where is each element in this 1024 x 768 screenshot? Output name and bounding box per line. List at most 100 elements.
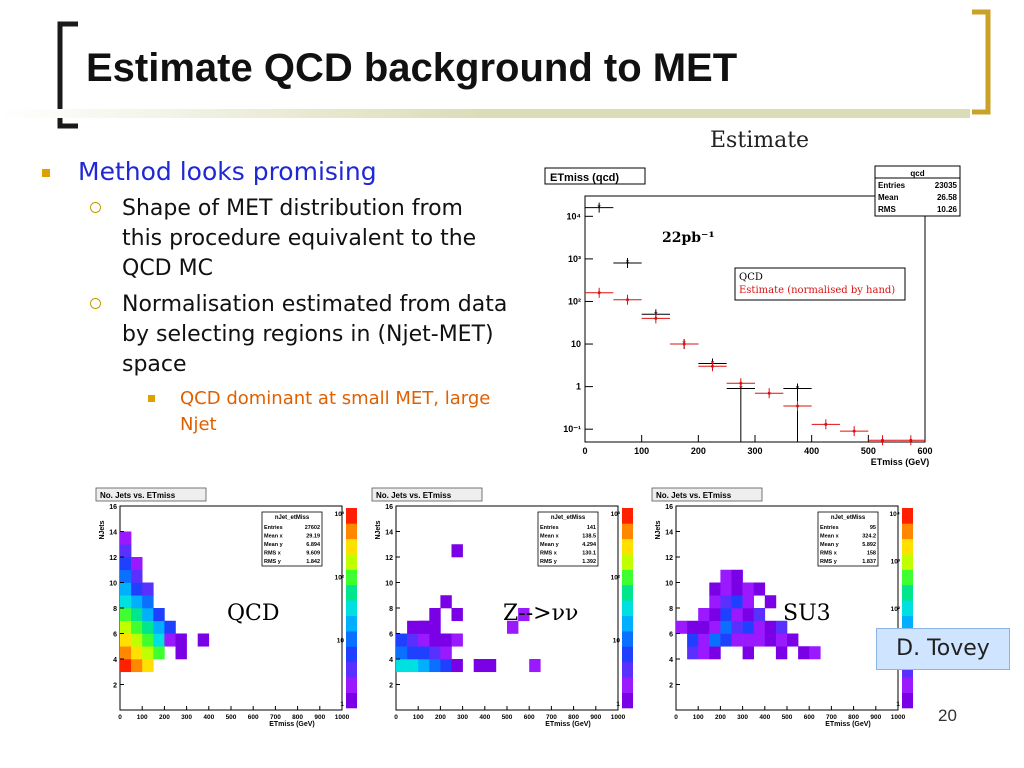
stats-box: qcd Entries 23035 Mean 26.58 RMS 10.26 — [874, 165, 961, 217]
colorbar-segment — [622, 615, 633, 632]
colorbar-segment — [902, 523, 913, 540]
x-tick-label: 600 — [804, 714, 815, 721]
colorbar-segment — [902, 554, 913, 570]
estimate-point — [585, 287, 614, 298]
x-tick-label: 0 — [674, 714, 678, 721]
qcd-point: * — [726, 384, 755, 442]
y-tick-label: 10 — [109, 581, 117, 588]
x-tick-label: 1000 — [611, 714, 626, 721]
estimate-point — [613, 294, 642, 305]
colorbar-segment — [346, 677, 357, 693]
estimate-point — [868, 435, 897, 446]
heatmap-cell — [764, 633, 777, 647]
heatmap-cell — [142, 620, 154, 634]
x-tick-label: 800 — [568, 714, 579, 721]
legend-entry: QCD — [739, 272, 763, 283]
x-tick-label: 300 — [457, 714, 468, 721]
heatmap-cell — [120, 620, 132, 634]
estimate-point — [726, 378, 755, 389]
y-tick-label: 10³ — [568, 254, 581, 264]
colorbar-tick-label: 1 — [616, 701, 620, 708]
qcd-point: * — [783, 384, 812, 442]
estimate-point — [670, 339, 699, 350]
colorbar-segment — [622, 600, 633, 616]
heatmap-cell — [687, 646, 699, 660]
y-tick-label: 10 — [571, 339, 581, 349]
stats-title: nJet_etMiss — [275, 515, 310, 521]
heatmap-cell — [407, 620, 419, 634]
heatmap-cell — [429, 620, 441, 634]
y-axis-label: NJets — [99, 520, 106, 539]
heatmap-cell — [731, 608, 743, 622]
heatmap-cell — [153, 633, 165, 647]
heatmap-cell — [131, 582, 143, 596]
stats-value: 130.1 — [582, 551, 596, 557]
colorbar-segment — [902, 600, 913, 616]
heatmap-cell — [742, 582, 754, 596]
heatmap-stats-box — [261, 511, 323, 567]
heatmap-cell — [687, 633, 699, 647]
y-tick-label: 10⁴ — [567, 211, 581, 221]
y-tick-label: 10² — [568, 296, 581, 306]
stats-value: 1.837 — [862, 559, 876, 565]
y-tick-label: 16 — [109, 504, 117, 511]
y-tick-label: 2 — [113, 683, 117, 690]
heatmap-znunu: No. Jets vs. ETmiss 0 100 200 300 400 500 600 70… — [368, 482, 636, 730]
y-tick-label: 12 — [665, 555, 673, 562]
heatmap-cell — [473, 659, 486, 673]
stats-key: Mean x — [820, 534, 840, 540]
stats-value: 9.609 — [306, 551, 320, 557]
bullet-level2: Shape of MET distribution from this proc… — [38, 194, 508, 284]
x-tick-label: 400 — [804, 446, 819, 456]
heatmap-cell — [440, 659, 452, 673]
x-tick-label: 600 — [524, 714, 535, 721]
stats-key: RMS x — [264, 551, 282, 557]
colorbar-segment — [622, 677, 633, 693]
x-tick-label: 600 — [917, 446, 932, 456]
heatmap-cell — [753, 633, 766, 647]
x-tick-label: 300 — [181, 714, 192, 721]
heatmap-cell — [709, 620, 721, 634]
x-tick-label: 900 — [590, 714, 601, 721]
heatmap-cell — [120, 569, 132, 583]
author-credit: D. Tovey — [876, 628, 1010, 670]
x-tick-label: 700 — [546, 714, 557, 721]
x-tick-label: 100 — [634, 446, 649, 456]
colorbar-segment — [622, 508, 633, 524]
estimate-point — [840, 426, 869, 437]
stats-value: 23035 — [935, 181, 958, 190]
heatmap-cell — [742, 595, 754, 609]
colorbar-tick-label: 10³ — [611, 511, 621, 518]
colorbar-segment — [622, 584, 633, 601]
slide-title: Estimate QCD background to MET — [86, 46, 738, 90]
y-tick-label: 10 — [665, 581, 673, 588]
heatmap-cell — [753, 582, 766, 596]
heatmap-cell — [429, 659, 441, 673]
y-tick-label: 6 — [669, 632, 673, 639]
colorbar-tick-label: 10² — [335, 574, 345, 581]
estimate-label: Estimate — [710, 128, 810, 153]
svg-text:*: * — [739, 384, 743, 394]
heatmap-cell — [753, 608, 766, 622]
heatmap-cell — [131, 569, 143, 583]
x-tick-label: 900 — [314, 714, 325, 721]
circle-bullet-icon — [90, 202, 101, 213]
stats-key: Entries — [540, 525, 559, 531]
heatmap-cell — [120, 544, 132, 558]
colorbar-segment — [346, 600, 357, 616]
heatmap-cell — [418, 659, 430, 673]
x-tick-label: 400 — [759, 714, 770, 721]
heatmap-title: No. Jets vs. ETmiss — [100, 491, 176, 500]
heatmap-cell — [687, 620, 699, 634]
heatmap-cell — [529, 659, 541, 673]
heatmap-cell — [451, 544, 463, 558]
estimate-point — [755, 388, 784, 399]
x-tick-label: 900 — [870, 714, 881, 721]
colorbar-segment — [902, 677, 913, 693]
heatmap-cell — [440, 646, 452, 660]
heatmap-title: No. Jets vs. ETmiss — [376, 491, 452, 500]
heatmap-cell — [175, 633, 187, 647]
heatmap-cell — [798, 646, 810, 660]
y-tick-label: 14 — [385, 530, 393, 537]
colorbar-tick-label: 10² — [891, 606, 901, 613]
